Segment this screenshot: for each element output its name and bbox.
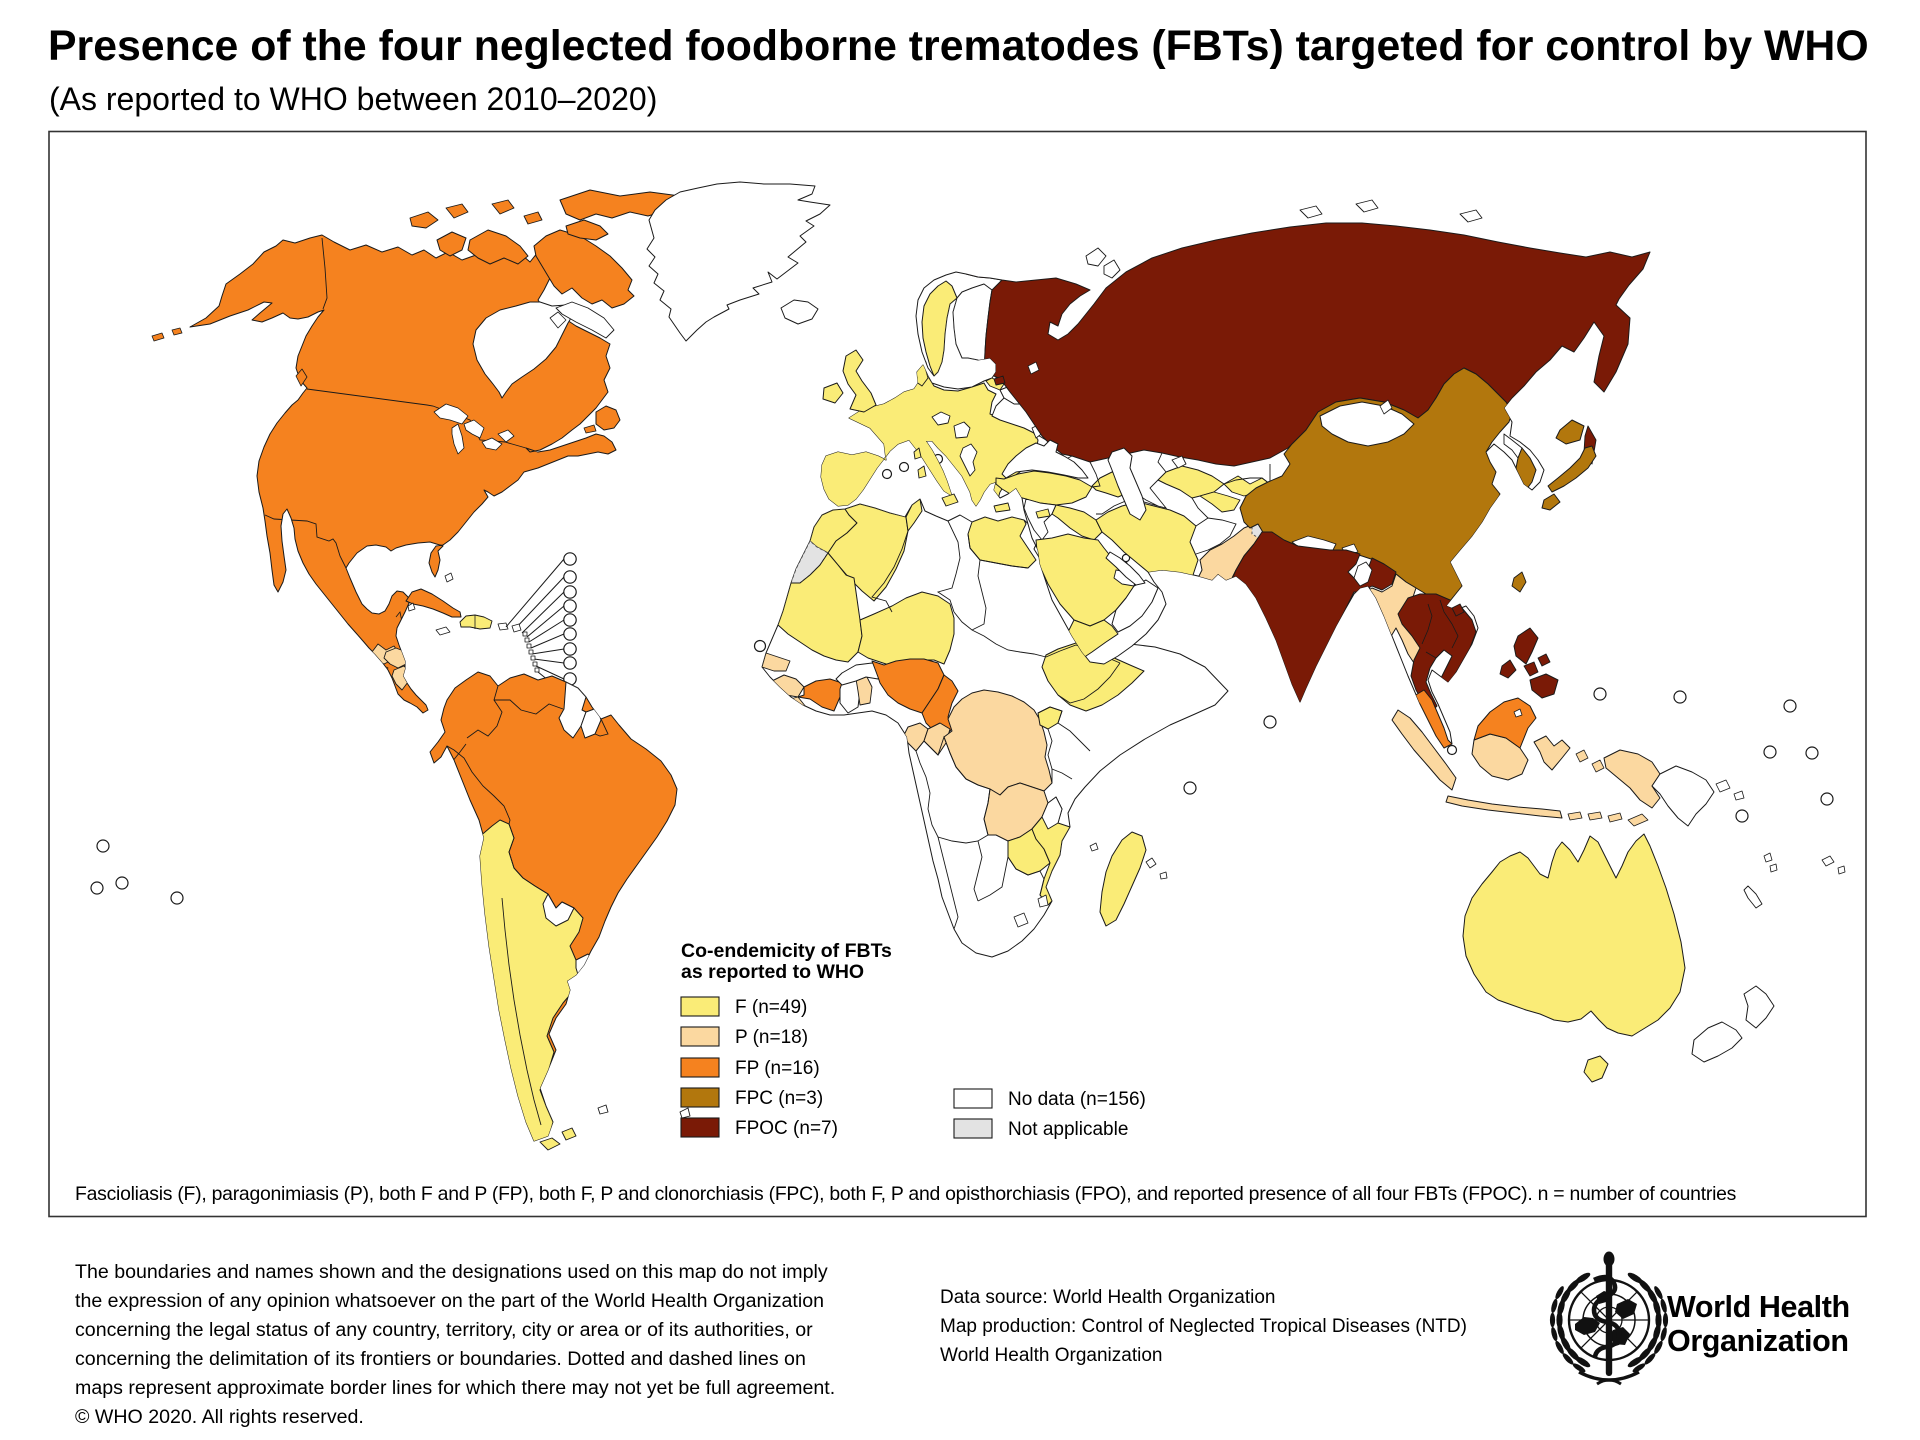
svg-text:Map production: Control of Neg: Map production: Control of Neglected Tro… bbox=[940, 1316, 1467, 1337]
svg-text:World Health Organization: World Health Organization bbox=[940, 1345, 1162, 1366]
svg-text:FPOC (n=7): FPOC (n=7) bbox=[735, 1118, 838, 1139]
svg-text:Not applicable: Not applicable bbox=[1008, 1119, 1128, 1140]
svg-text:FP (n=16): FP (n=16) bbox=[735, 1058, 820, 1079]
svg-text:No data (n=156): No data (n=156) bbox=[1008, 1089, 1146, 1110]
svg-text:maps represent approximate bor: maps represent approximate border lines … bbox=[75, 1377, 835, 1399]
svg-text:(As reported to WHO between 20: (As reported to WHO between 2010–2020) bbox=[49, 81, 657, 117]
svg-text:concerning the legal status of: concerning the legal status of any count… bbox=[75, 1319, 813, 1341]
svg-text:P (n=18): P (n=18) bbox=[735, 1027, 808, 1048]
svg-text:Presence of the four neglected: Presence of the four neglected foodborne… bbox=[48, 22, 1869, 70]
svg-text:the expression of any opinion: the expression of any opinion whatsoever… bbox=[75, 1290, 824, 1312]
svg-text:Co-endemicity of FBTs: Co-endemicity of FBTs bbox=[681, 940, 892, 962]
svg-text:World Health: World Health bbox=[1667, 1290, 1850, 1324]
svg-text:concerning the delimitation of: concerning the delimitation of its front… bbox=[75, 1348, 806, 1370]
svg-text:F (n=49): F (n=49) bbox=[735, 997, 807, 1018]
svg-text:Data source: World Health Orga: Data source: World Health Organization bbox=[940, 1287, 1275, 1308]
svg-text:Fascioliasis (F), paragonimias: Fascioliasis (F), paragonimiasis (P), bo… bbox=[75, 1183, 1736, 1205]
svg-text:Organization: Organization bbox=[1667, 1324, 1849, 1358]
svg-text:© WHO 2020. All rights reserve: © WHO 2020. All rights reserved. bbox=[75, 1406, 364, 1428]
svg-text:The boundaries and names shown: The boundaries and names shown and the d… bbox=[75, 1261, 828, 1283]
svg-text:as reported to WHO: as reported to WHO bbox=[681, 961, 864, 983]
svg-text:FPC (n=3): FPC (n=3) bbox=[735, 1088, 823, 1109]
